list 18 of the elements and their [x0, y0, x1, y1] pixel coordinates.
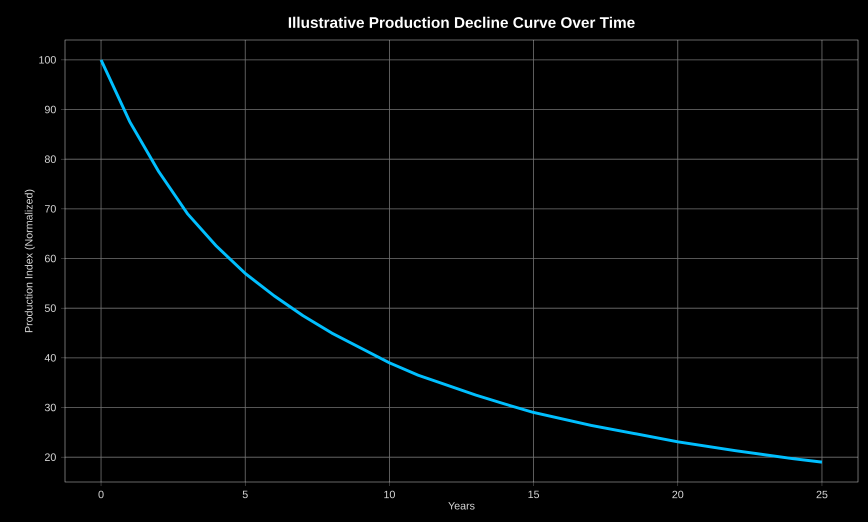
x-tick-label: 20: [672, 490, 684, 498]
y-tick-label: 80: [44, 155, 56, 163]
x-axis-title: Years: [448, 502, 475, 510]
y-tick-label: 50: [44, 304, 56, 312]
x-tick-label: 0: [98, 490, 104, 498]
y-tick-label: 30: [44, 404, 56, 412]
y-tick-label: 90: [44, 106, 56, 114]
y-tick-label: 100: [39, 56, 56, 64]
x-tick-label: 25: [816, 490, 828, 498]
chart-title: Illustrative Production Decline Curve Over Time: [288, 16, 635, 28]
y-tick-label: 40: [44, 354, 56, 362]
y-tick-label: 70: [44, 205, 56, 213]
x-tick-label: 5: [242, 490, 248, 498]
y-tick-label: 20: [44, 453, 56, 461]
x-tick-label: 10: [384, 490, 395, 498]
y-tick-label: 60: [44, 254, 56, 262]
y-axis-title: Production Index (Normalized): [24, 190, 35, 332]
x-tick-label: 15: [528, 490, 540, 498]
